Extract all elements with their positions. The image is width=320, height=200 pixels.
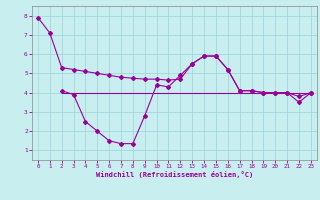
X-axis label: Windchill (Refroidissement éolien,°C): Windchill (Refroidissement éolien,°C) [96, 171, 253, 178]
